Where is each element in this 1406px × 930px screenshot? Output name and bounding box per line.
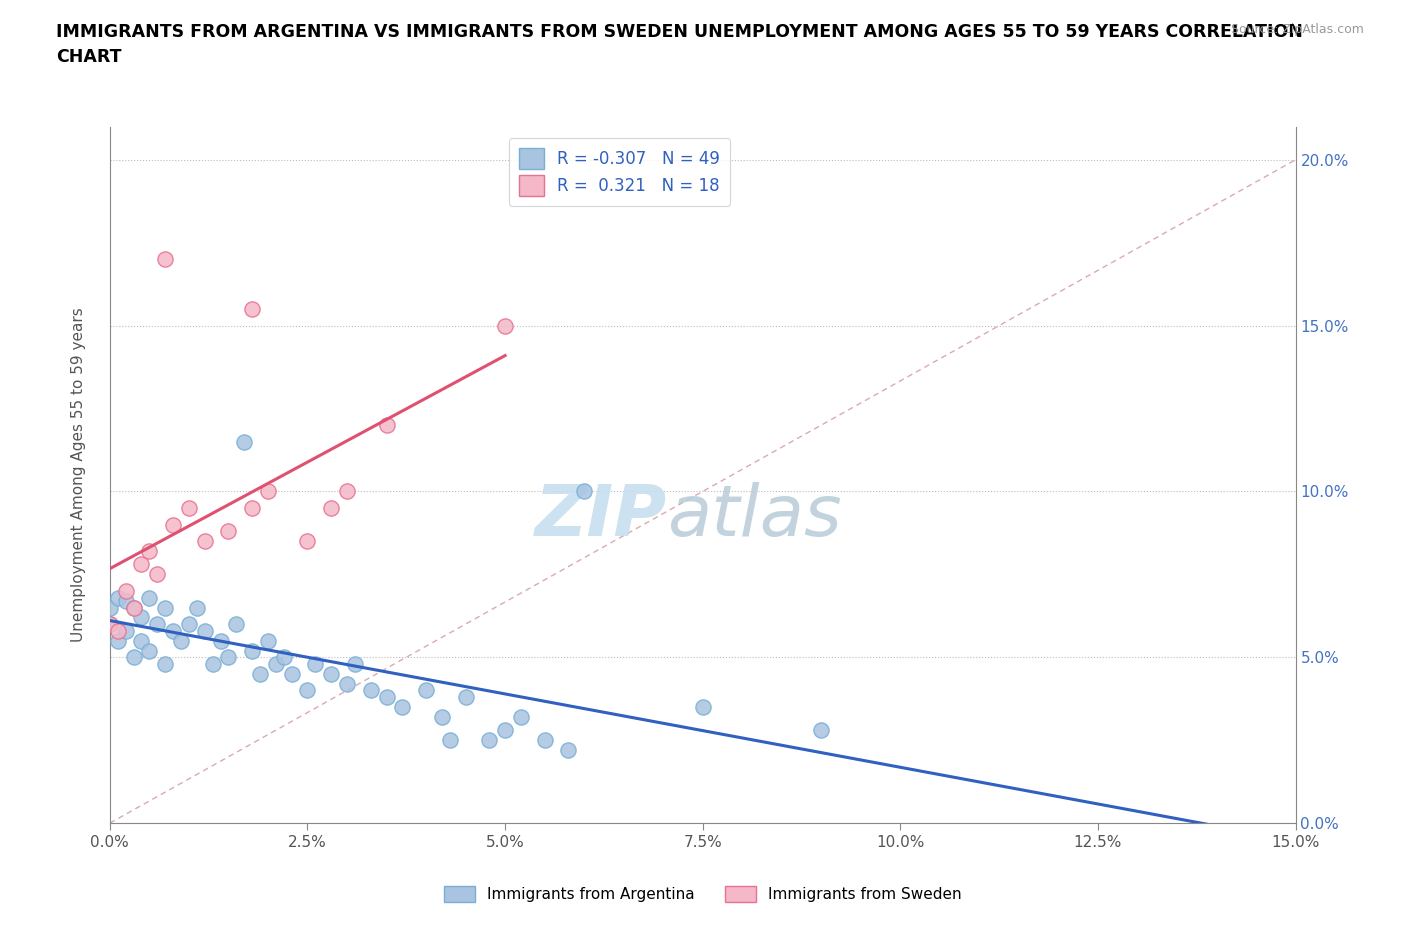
Point: [240, 644, 263, 658]
Text: Source: ZipAtlas.com: Source: ZipAtlas.com: [1230, 23, 1364, 36]
Point: [162, 517, 184, 532]
Point: [264, 657, 287, 671]
Point: [257, 484, 280, 498]
Point: [240, 500, 263, 515]
Point: [122, 650, 145, 665]
Point: [336, 676, 359, 691]
Point: [478, 733, 501, 748]
Point: [194, 623, 217, 638]
Point: [321, 667, 343, 682]
Point: [533, 733, 555, 748]
Point: [107, 633, 129, 648]
Point: [391, 699, 413, 714]
Point: [114, 623, 136, 638]
Point: [430, 710, 453, 724]
Legend: Immigrants from Argentina, Immigrants from Sweden: Immigrants from Argentina, Immigrants fr…: [439, 880, 967, 909]
Point: [98, 617, 121, 631]
Point: [153, 600, 176, 615]
Point: [280, 667, 302, 682]
Point: [122, 600, 145, 615]
Point: [304, 657, 326, 671]
Point: [138, 644, 160, 658]
Point: [146, 567, 169, 582]
Point: [114, 593, 136, 608]
Point: [131, 610, 153, 625]
Point: [375, 418, 398, 432]
Legend: R = -0.307   N = 49, R =  0.321   N = 18: R = -0.307 N = 49, R = 0.321 N = 18: [509, 139, 730, 206]
Point: [138, 544, 160, 559]
Point: [217, 650, 239, 665]
Point: [153, 657, 176, 671]
Point: [170, 633, 193, 648]
Text: atlas: atlas: [666, 482, 842, 551]
Text: ZIP: ZIP: [534, 482, 666, 551]
Point: [233, 434, 256, 449]
Point: [249, 667, 271, 682]
Point: [273, 650, 295, 665]
Text: IMMIGRANTS FROM ARGENTINA VS IMMIGRANTS FROM SWEDEN UNEMPLOYMENT AMONG AGES 55 T: IMMIGRANTS FROM ARGENTINA VS IMMIGRANTS …: [56, 23, 1303, 66]
Point: [201, 657, 224, 671]
Point: [375, 690, 398, 705]
Point: [194, 534, 217, 549]
Point: [217, 524, 239, 538]
Point: [177, 617, 200, 631]
Point: [257, 633, 280, 648]
Point: [415, 683, 437, 698]
Point: [131, 557, 153, 572]
Point: [98, 600, 121, 615]
Point: [336, 484, 359, 498]
Point: [439, 733, 461, 748]
Point: [454, 690, 477, 705]
Point: [146, 617, 169, 631]
Point: [162, 623, 184, 638]
Point: [494, 318, 516, 333]
Point: [177, 500, 200, 515]
Point: [122, 600, 145, 615]
Point: [360, 683, 382, 698]
Point: [209, 633, 232, 648]
Point: [186, 600, 208, 615]
Point: [321, 500, 343, 515]
Point: [131, 633, 153, 648]
Point: [98, 617, 121, 631]
Point: [297, 534, 319, 549]
Point: [557, 743, 579, 758]
Point: [138, 591, 160, 605]
Point: [692, 699, 714, 714]
Point: [494, 723, 516, 737]
Y-axis label: Unemployment Among Ages 55 to 59 years: Unemployment Among Ages 55 to 59 years: [72, 308, 86, 643]
Point: [225, 617, 247, 631]
Point: [107, 623, 129, 638]
Point: [153, 252, 176, 267]
Point: [114, 583, 136, 598]
Point: [572, 484, 595, 498]
Point: [107, 591, 129, 605]
Point: [509, 710, 531, 724]
Point: [343, 657, 366, 671]
Point: [240, 301, 263, 316]
Point: [810, 723, 832, 737]
Point: [297, 683, 319, 698]
